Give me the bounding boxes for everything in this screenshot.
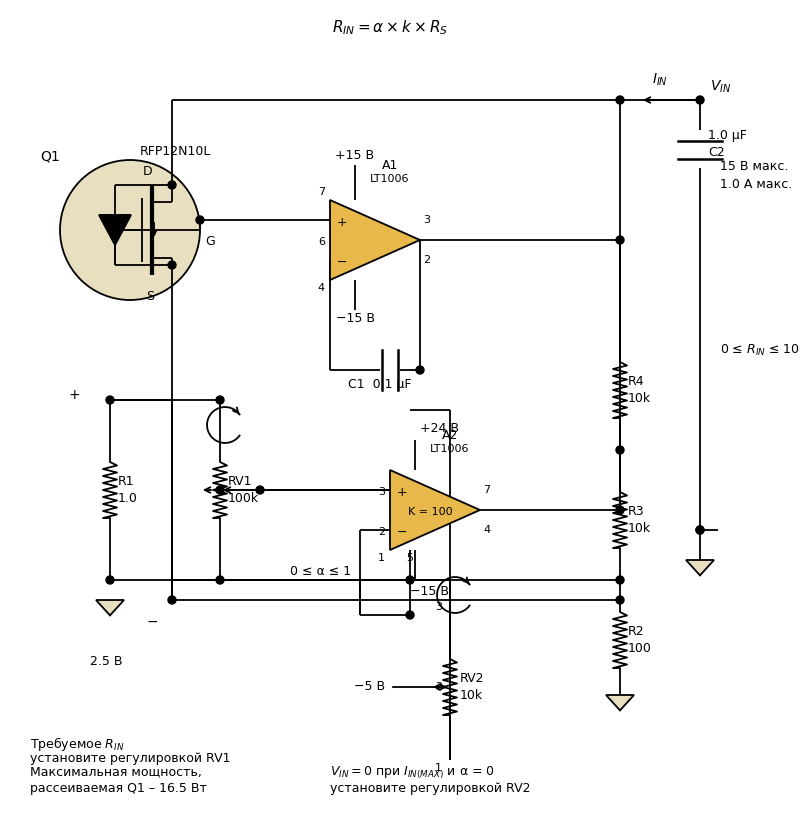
Text: −: − [146, 615, 158, 629]
Text: Требуемое $R_{IN}$: Требуемое $R_{IN}$ [30, 735, 124, 753]
Text: C1  0.1 μF: C1 0.1 μF [348, 378, 412, 391]
Circle shape [106, 576, 114, 584]
Circle shape [696, 96, 704, 104]
Polygon shape [606, 695, 634, 711]
Text: R1: R1 [118, 475, 134, 488]
Circle shape [616, 96, 624, 104]
Text: 7: 7 [318, 187, 325, 197]
Text: 1: 1 [378, 553, 385, 563]
Text: 10k: 10k [460, 689, 483, 702]
Circle shape [216, 396, 224, 404]
Text: RV1: RV1 [228, 475, 253, 488]
Text: S: S [146, 290, 154, 303]
Text: +: + [337, 215, 347, 228]
Polygon shape [390, 470, 480, 550]
Text: 0 ≤ α ≤ 1: 0 ≤ α ≤ 1 [290, 565, 351, 578]
Text: RFP12N10L: RFP12N10L [140, 145, 211, 158]
Text: −15 В: −15 В [410, 585, 450, 598]
Text: G: G [205, 235, 214, 248]
Text: −15 В: −15 В [335, 312, 374, 325]
Circle shape [696, 526, 704, 534]
Text: 3: 3 [435, 602, 442, 612]
Circle shape [416, 366, 424, 374]
Text: 4: 4 [318, 283, 325, 293]
Text: 15 В макс.: 15 В макс. [720, 160, 788, 173]
Text: 100: 100 [628, 642, 652, 655]
Circle shape [696, 526, 704, 534]
Circle shape [196, 216, 204, 224]
Circle shape [616, 576, 624, 584]
Text: D: D [142, 165, 152, 178]
Circle shape [106, 396, 114, 404]
Polygon shape [96, 600, 124, 615]
Circle shape [168, 596, 176, 604]
Text: 5: 5 [406, 553, 414, 563]
Text: LT1006: LT1006 [370, 174, 410, 184]
Text: $V_{IN} = 0$ при $I_{IN(MAX)}$ и α = 0: $V_{IN} = 0$ при $I_{IN(MAX)}$ и α = 0 [330, 765, 495, 781]
Text: 6: 6 [318, 237, 325, 247]
Text: установите регулировкой RV1: установите регулировкой RV1 [30, 752, 230, 765]
Text: +: + [68, 388, 80, 402]
Text: C2: C2 [708, 147, 725, 159]
Circle shape [406, 611, 414, 619]
Text: 1.0 А макс.: 1.0 А макс. [720, 178, 792, 191]
Text: R4: R4 [628, 375, 645, 388]
Circle shape [406, 576, 414, 584]
Polygon shape [686, 560, 714, 575]
Text: 7: 7 [483, 485, 490, 495]
Circle shape [616, 236, 624, 244]
Text: −: − [337, 255, 347, 268]
Text: 10k: 10k [628, 522, 651, 535]
Text: 3: 3 [378, 487, 385, 497]
Text: LT1006: LT1006 [430, 444, 470, 454]
Text: +15 В: +15 В [335, 149, 374, 162]
Circle shape [616, 506, 624, 514]
Polygon shape [99, 215, 131, 245]
Text: 0 ≤ $R_{IN}$ ≤ 100: 0 ≤ $R_{IN}$ ≤ 100 [720, 343, 800, 357]
Circle shape [60, 160, 200, 300]
Text: рассеиваемая Q1 – 16.5 Вт: рассеиваемая Q1 – 16.5 Вт [30, 782, 207, 795]
Text: 1.0 μF: 1.0 μF [708, 128, 747, 141]
Text: Q1: Q1 [40, 150, 60, 164]
Text: A1: A1 [382, 159, 398, 172]
Text: −: − [397, 526, 407, 539]
Text: +24 В: +24 В [421, 422, 459, 435]
Text: 100k: 100k [228, 492, 259, 505]
Circle shape [616, 446, 624, 454]
Polygon shape [330, 200, 420, 280]
Circle shape [168, 181, 176, 189]
Text: RV2: RV2 [460, 672, 485, 685]
Text: 10k: 10k [628, 392, 651, 405]
Circle shape [616, 596, 624, 604]
Text: K = 100: K = 100 [408, 507, 452, 517]
Text: R3: R3 [628, 505, 645, 518]
Text: $V_{IN}$: $V_{IN}$ [710, 78, 731, 95]
Text: 2.5 В: 2.5 В [90, 655, 122, 668]
Text: 1: 1 [435, 763, 442, 773]
Text: 4: 4 [483, 525, 490, 535]
Text: 2: 2 [378, 527, 385, 537]
Text: 2: 2 [435, 682, 442, 692]
Text: A2: A2 [442, 429, 458, 442]
Circle shape [216, 576, 224, 584]
Text: 1.0: 1.0 [118, 492, 138, 505]
Text: +: + [397, 486, 407, 499]
Text: 3: 3 [423, 215, 430, 225]
Text: $R_{IN} = \alpha \times k \times R_S$: $R_{IN} = \alpha \times k \times R_S$ [332, 18, 448, 37]
Circle shape [256, 486, 264, 494]
Text: 2: 2 [423, 255, 430, 265]
Circle shape [168, 261, 176, 269]
Text: −5 В: −5 В [354, 681, 385, 694]
Text: $I_{IN}$: $I_{IN}$ [652, 72, 668, 88]
Circle shape [216, 486, 224, 494]
Text: Максимальная мощность,: Максимальная мощность, [30, 765, 202, 778]
Text: R2: R2 [628, 625, 645, 638]
Text: установите регулировкой RV2: установите регулировкой RV2 [330, 782, 530, 795]
